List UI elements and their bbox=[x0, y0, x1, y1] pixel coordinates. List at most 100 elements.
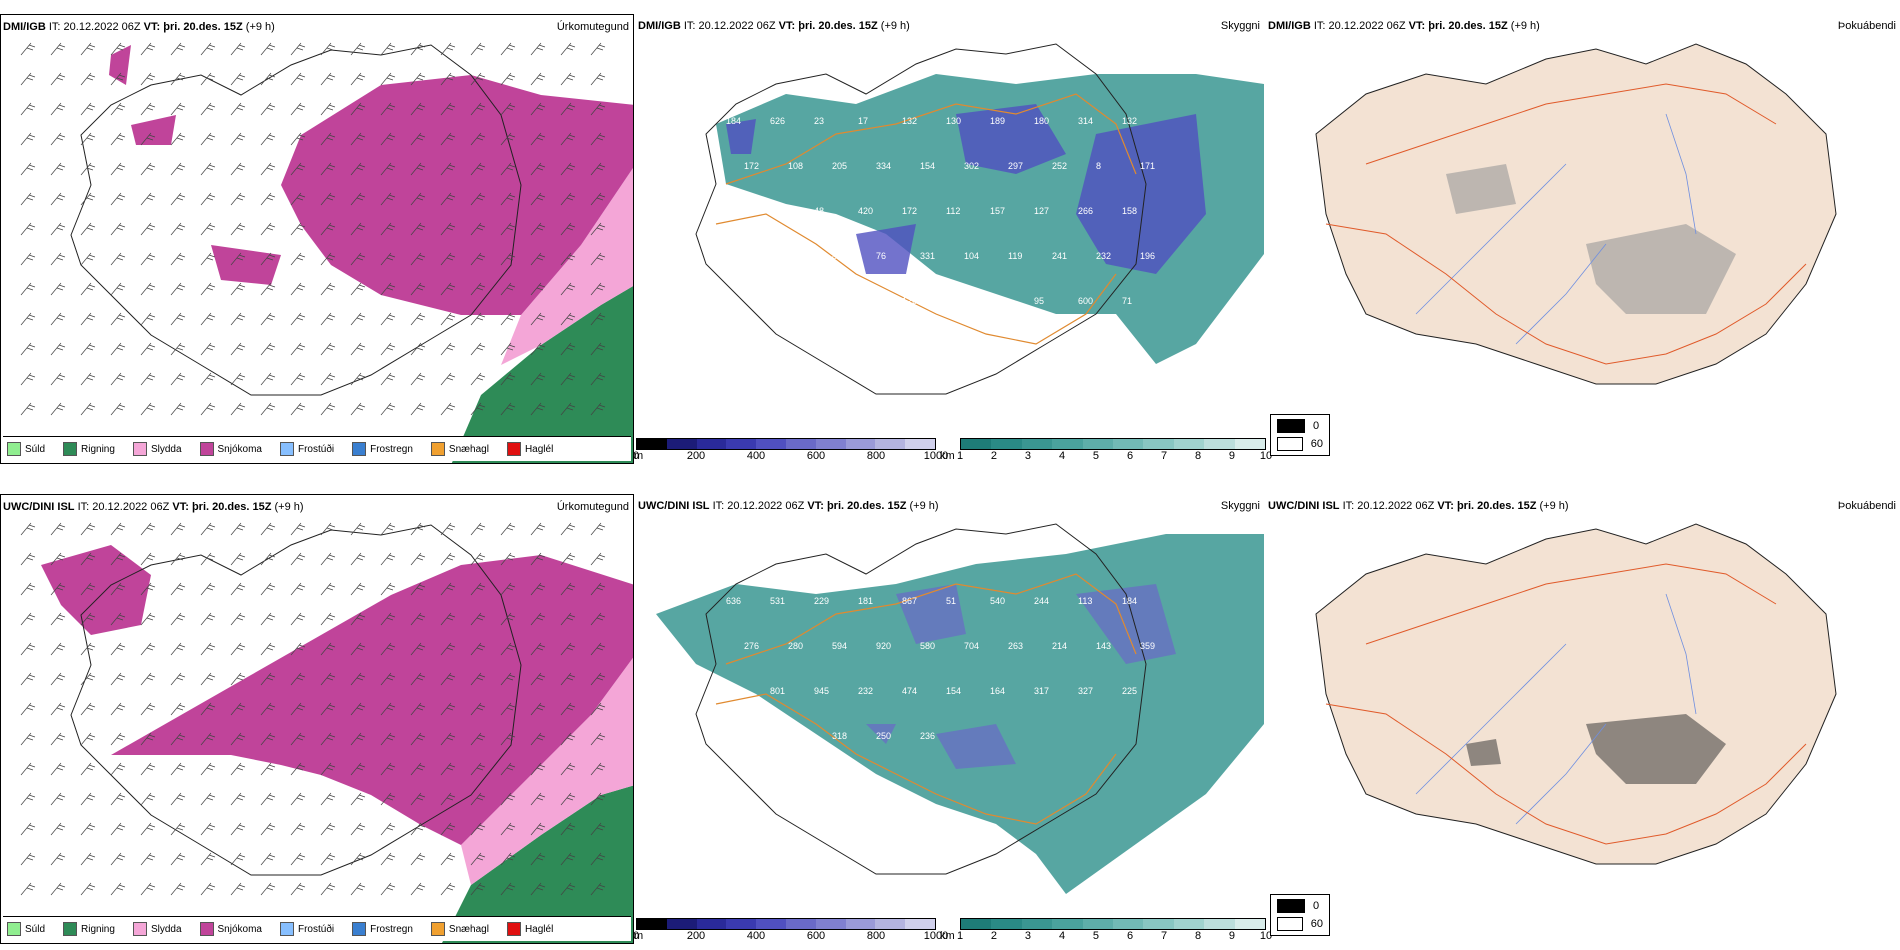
colorbar-tick-label: 200 bbox=[686, 930, 706, 942]
visibility-label: 214 bbox=[1052, 641, 1067, 651]
wind-barb bbox=[200, 402, 216, 416]
wind-barb bbox=[200, 252, 216, 266]
wind-barb bbox=[80, 402, 96, 416]
visibility-label: 229 bbox=[814, 596, 829, 606]
snow-area bbox=[41, 545, 633, 845]
wind-barb bbox=[140, 282, 156, 296]
wind-barb bbox=[530, 192, 546, 206]
visibility-label: 143 bbox=[1096, 641, 1111, 651]
colorbar-swatch bbox=[815, 439, 846, 449]
precip-map bbox=[20, 522, 633, 943]
wind-barb bbox=[80, 312, 96, 326]
wind-barb bbox=[470, 612, 486, 626]
wind-barb bbox=[560, 852, 576, 866]
visibility-labels: 636 531 229 181 867 51 540 244 113 184 276 280 594 92… bbox=[726, 596, 1155, 741]
wind-barb bbox=[470, 852, 486, 866]
colorbar-swatch bbox=[961, 919, 992, 929]
wind-barb bbox=[110, 132, 126, 146]
wind-barb bbox=[290, 312, 306, 326]
visibility-label: 55 bbox=[946, 296, 956, 306]
colorbar-swatch bbox=[756, 439, 786, 449]
wind-barb bbox=[260, 192, 276, 206]
wind-barb bbox=[470, 312, 486, 326]
wind-barb bbox=[590, 72, 606, 86]
wind-barb bbox=[110, 672, 126, 686]
wind-barb bbox=[410, 402, 426, 416]
wind-barb bbox=[470, 342, 486, 356]
visibility-label: 188 bbox=[814, 296, 829, 306]
wind-barb bbox=[170, 882, 186, 896]
visibility-label: 192 bbox=[726, 686, 741, 696]
legend-swatch bbox=[132, 442, 147, 456]
legend-item: Snjókoma bbox=[199, 442, 262, 456]
legend-swatch bbox=[430, 922, 445, 936]
wind-barb bbox=[110, 342, 126, 356]
visibility-label: 163 bbox=[770, 296, 785, 306]
wind-barb bbox=[140, 642, 156, 656]
wind-barb bbox=[530, 252, 546, 266]
visibility-label: 420 bbox=[858, 206, 873, 216]
wind-barb bbox=[590, 642, 606, 656]
visibility-label: 132 bbox=[1122, 116, 1137, 126]
wind-barb bbox=[260, 162, 276, 176]
visibility-label: 266 bbox=[1078, 206, 1093, 216]
wind-barb bbox=[380, 732, 396, 746]
visibility-label: 236 bbox=[920, 731, 935, 741]
visibility-panel-2: UWC/DINI ISL IT: 20.12.2022 06Z VT: þri.… bbox=[636, 494, 1264, 944]
colorbar-swatch bbox=[666, 919, 697, 929]
visibility-label: 531 bbox=[770, 596, 785, 606]
wind-barb bbox=[560, 792, 576, 806]
wind-barb bbox=[410, 222, 426, 236]
wind-barb bbox=[110, 702, 126, 716]
wind-barb bbox=[530, 102, 546, 116]
visibility-label: 103 bbox=[990, 296, 1005, 306]
wind-barb bbox=[410, 582, 426, 596]
wind-barb bbox=[80, 732, 96, 746]
wind-barb bbox=[80, 282, 96, 296]
visibility-label: 232 bbox=[858, 686, 873, 696]
wind-barb bbox=[260, 612, 276, 626]
visibility-label: 474 bbox=[902, 686, 917, 696]
wind-barb bbox=[200, 672, 216, 686]
wind-barb bbox=[350, 402, 366, 416]
wind-barb bbox=[560, 222, 576, 236]
wind-barb bbox=[470, 132, 486, 146]
visibility-label: 108 bbox=[788, 161, 803, 171]
wind-barb bbox=[170, 192, 186, 206]
wind-barb bbox=[350, 702, 366, 716]
colorbar-swatch bbox=[845, 919, 876, 929]
visibility-label: 181 bbox=[858, 596, 873, 606]
legend-label: Snjókoma bbox=[217, 443, 262, 455]
colorbar-swatch bbox=[1173, 919, 1205, 929]
wind-barb bbox=[260, 252, 276, 266]
wind-barb bbox=[80, 72, 96, 86]
colorbar-swatch bbox=[991, 439, 1022, 449]
wind-barb bbox=[380, 762, 396, 776]
wind-barb bbox=[110, 762, 126, 776]
wind-barb bbox=[590, 612, 606, 626]
wind-barb bbox=[410, 822, 426, 836]
wind-barb bbox=[530, 402, 546, 416]
wind-barb bbox=[230, 762, 246, 776]
road-network bbox=[715, 573, 1137, 825]
wind-barb bbox=[440, 132, 456, 146]
wind-barb bbox=[50, 522, 66, 536]
visibility-label: 540 bbox=[990, 596, 1005, 606]
wind-barb bbox=[50, 132, 66, 146]
wind-barb bbox=[350, 552, 366, 566]
colorbar-tick-label: 6 bbox=[1126, 930, 1134, 942]
colorbar-tick-label: 200 bbox=[686, 450, 706, 462]
wind-barb bbox=[260, 72, 276, 86]
visibility-label: 100 bbox=[726, 206, 741, 216]
wind-barb bbox=[140, 762, 156, 776]
wind-barb bbox=[530, 612, 546, 626]
rivers bbox=[1415, 113, 1697, 345]
wind-barb bbox=[230, 552, 246, 566]
visibility-label: 297 bbox=[1008, 161, 1023, 171]
wind-barb bbox=[290, 762, 306, 776]
wind-barb bbox=[530, 642, 546, 656]
wind-barb bbox=[80, 612, 96, 626]
wind-barb bbox=[560, 192, 576, 206]
wind-barb bbox=[320, 612, 336, 626]
wind-barb bbox=[170, 702, 186, 716]
